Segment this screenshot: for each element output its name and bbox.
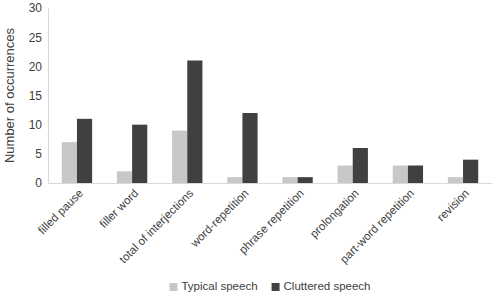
legend-label: Cluttered speech — [284, 280, 371, 292]
legend-label: Typical speech — [181, 280, 257, 292]
y-axis-line — [48, 9, 49, 184]
bar — [463, 160, 478, 183]
x-tick: revision — [435, 183, 472, 223]
y-tick-label: 15 — [29, 89, 43, 103]
series — [77, 61, 478, 184]
y-tick-label: 20 — [29, 60, 43, 74]
x-tick: filler word — [97, 183, 140, 230]
y-tick-label: 0 — [35, 176, 42, 190]
bar — [132, 125, 147, 183]
bar — [282, 177, 297, 183]
x-axis: filled pause filler wordtotal of interjec… — [36, 183, 493, 265]
bars — [62, 61, 478, 184]
y-tick-label: 5 — [35, 147, 42, 161]
x-tick: total of interjections — [117, 183, 196, 265]
bar — [117, 171, 132, 183]
bar — [408, 166, 423, 184]
bar — [62, 142, 77, 183]
y-tick-label: 10 — [29, 118, 43, 132]
plot: 0 5 10 15 20 25 30 filled pause filler wordtotal… — [29, 1, 493, 265]
x-tick-label: prolongation — [308, 187, 361, 240]
series — [62, 131, 463, 184]
y-tick: 30 — [29, 1, 48, 15]
bar — [77, 119, 92, 183]
y-tick: 0 — [35, 176, 48, 190]
x-tick-label: phrase repetition — [237, 187, 306, 256]
x-tick-label: total of interjections — [117, 187, 196, 266]
bar — [393, 166, 408, 184]
bar — [172, 131, 187, 184]
y-tick: 25 — [29, 31, 48, 45]
legend-swatch — [169, 283, 177, 291]
x-tick: phrase repetition — [237, 183, 306, 256]
bar — [448, 177, 463, 183]
x-tick: filled pause — [36, 183, 86, 236]
y-tick-label: 30 — [29, 1, 43, 15]
x-axis-line — [49, 183, 493, 184]
x-tick-label: word-repetition — [188, 187, 251, 250]
x-tick: word-repetition — [188, 183, 251, 250]
legend: Typical speech Cluttered speech — [169, 280, 370, 292]
bar — [338, 166, 353, 184]
y-tick-label: 25 — [29, 31, 43, 45]
y-axis: 0 5 10 15 20 25 30 — [29, 1, 49, 190]
bar — [353, 148, 368, 183]
bar — [242, 113, 257, 183]
y-tick: 10 — [29, 118, 48, 132]
legend-swatch — [272, 283, 280, 291]
x-tick-label: revision — [435, 187, 472, 224]
x-tick-label: part-word repetition — [338, 187, 417, 266]
legend-item: Typical speech — [169, 280, 257, 292]
y-axis-title: Number of occurrences — [2, 27, 17, 163]
y-tick: 15 — [29, 89, 48, 103]
x-tick: part-word repetition — [338, 183, 417, 265]
bar — [298, 177, 313, 183]
x-tick-label: filled pause — [36, 187, 86, 237]
chart: 0 5 10 15 20 25 30 filled pause filler wordtotal… — [0, 0, 500, 298]
bar — [227, 177, 242, 183]
x-tick-label: filler word — [97, 187, 140, 230]
y-tick: 20 — [29, 60, 48, 74]
x-tick: prolongation — [308, 183, 361, 240]
y-tick: 5 — [35, 147, 48, 161]
bar — [187, 61, 202, 184]
legend-item: Cluttered speech — [272, 280, 371, 292]
